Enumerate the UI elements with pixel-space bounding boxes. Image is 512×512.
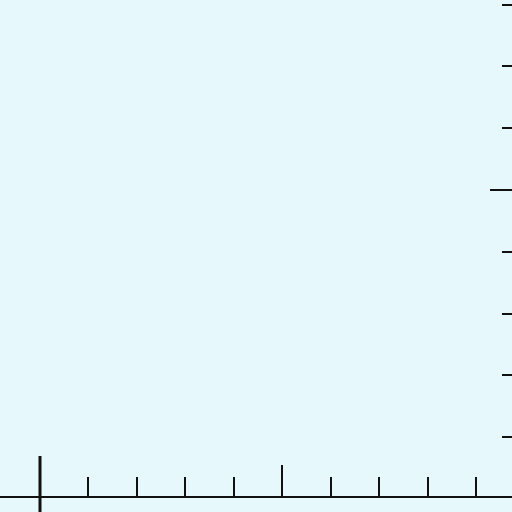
y-axis-minor-ticks: [502, 4, 512, 438]
x-axis-minor-ticks: [87, 477, 477, 497]
